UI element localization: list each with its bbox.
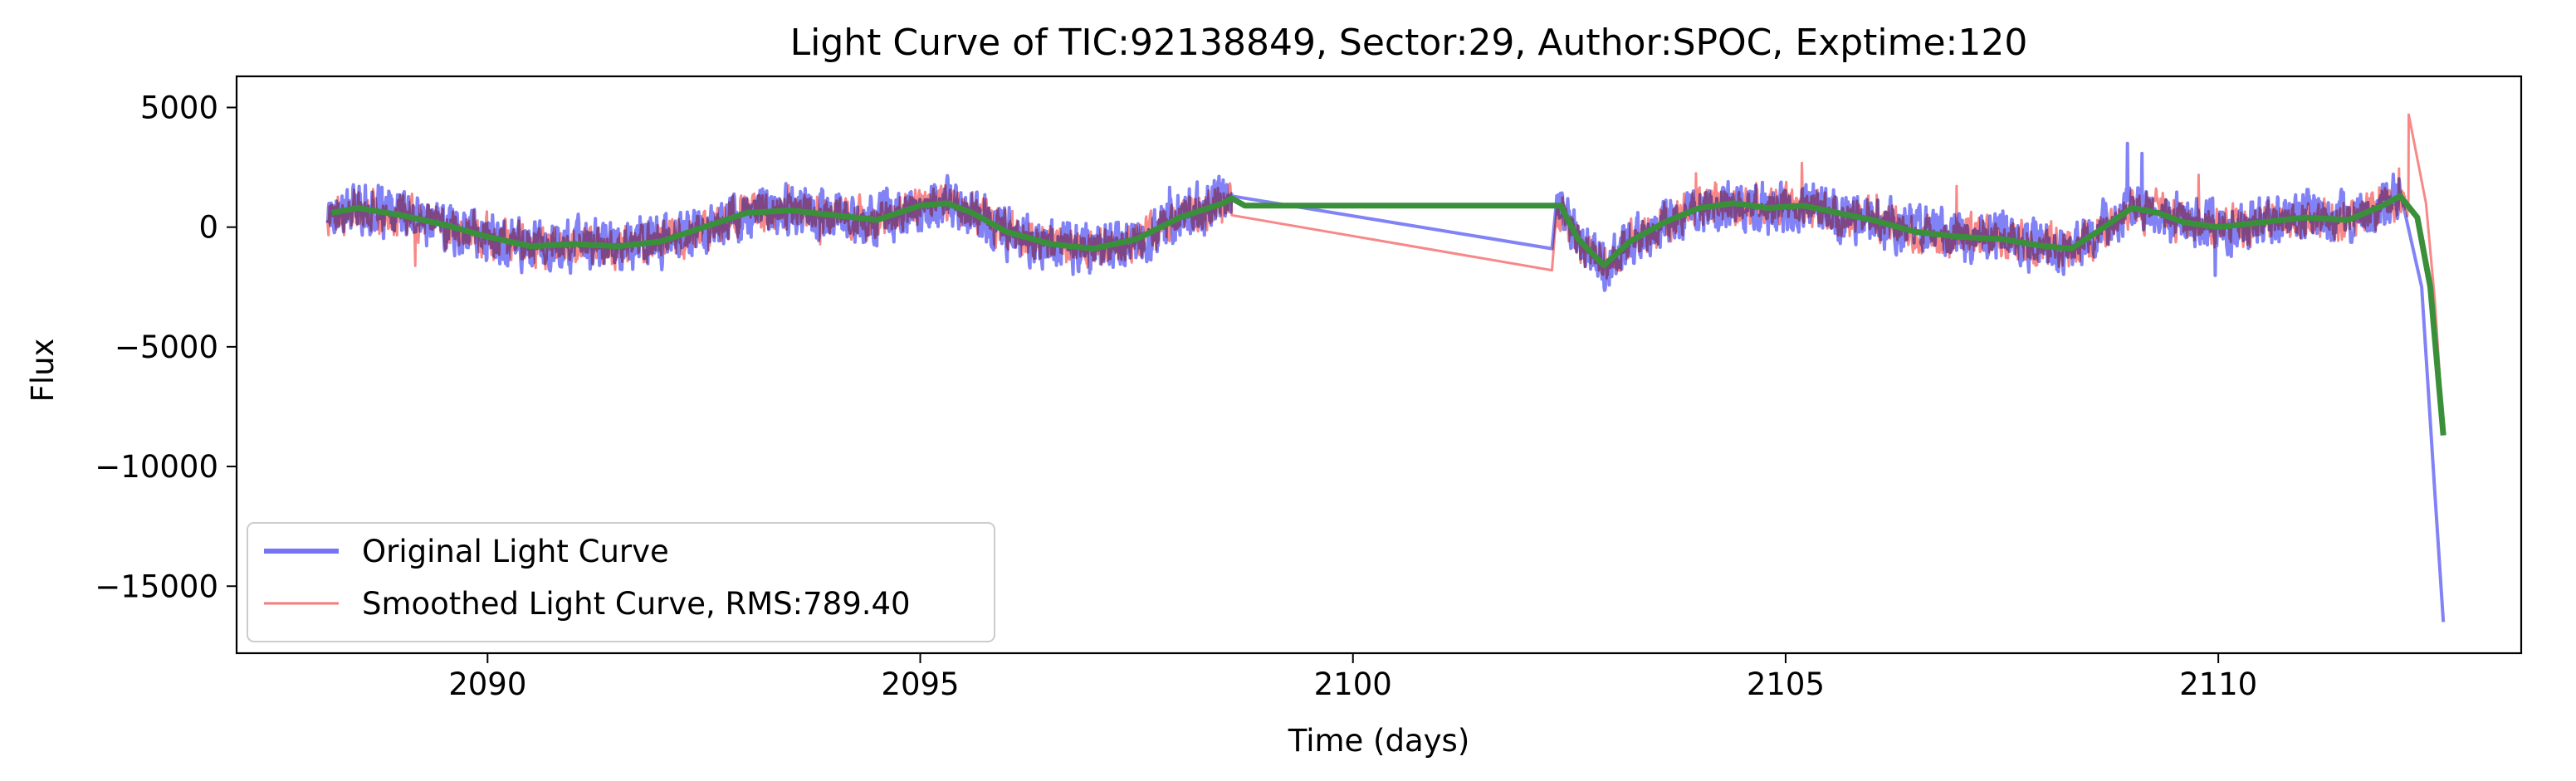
y-axis-label: Flux	[25, 339, 61, 403]
y-tick-label: −5000	[115, 329, 218, 365]
x-tick-label: 2110	[2179, 666, 2257, 702]
x-tick-label: 2100	[1314, 666, 1392, 702]
x-axis-label: Time (days)	[1288, 723, 1470, 759]
series-line-trend	[331, 193, 2446, 436]
y-tick-label: 5000	[140, 90, 218, 125]
legend-label-original: Original Light Curve	[362, 534, 669, 569]
y-axis: 5000 0 −5000 −10000 −15000	[95, 90, 237, 604]
x-axis: 2090 2095 2100 2105 2110	[448, 653, 2257, 702]
y-tick-label: 0	[198, 210, 218, 246]
x-tick-label: 2090	[448, 666, 526, 702]
legend: Original Light Curve Smoothed Light Curv…	[247, 522, 995, 642]
y-tick-label: −15000	[95, 569, 218, 604]
x-tick-label: 2095	[881, 666, 959, 702]
chart-title: Light Curve of TIC:92138849, Sector:29, …	[790, 22, 2028, 64]
x-tick-label: 2105	[1747, 666, 1825, 702]
legend-label-smoothed: Smoothed Light Curve, RMS:789.40	[362, 586, 911, 622]
plot-frame	[235, 75, 2523, 655]
series-layer	[325, 113, 2446, 622]
legend-box	[247, 522, 995, 642]
y-tick-label: −10000	[95, 449, 218, 485]
